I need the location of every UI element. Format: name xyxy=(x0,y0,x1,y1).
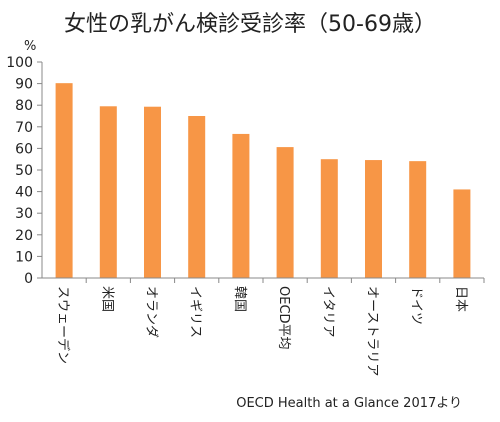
bar xyxy=(188,116,206,278)
x-axis: スウェーデン 米国 オランダ イギリス 韓国 OECD平均 イタリア オーストラリア ドイツ 日本 xyxy=(42,277,485,376)
y-tick-label: 80 xyxy=(15,98,33,114)
x-category-label: オランダ xyxy=(144,286,159,338)
x-category-label: イタリア xyxy=(320,286,335,337)
y-tick-label: 30 xyxy=(15,206,33,222)
bar xyxy=(320,159,338,278)
bar xyxy=(144,106,161,278)
source-note: OECD Health at a Glance 2017より xyxy=(236,396,462,411)
y-tick-label: 70 xyxy=(15,120,33,136)
x-category-label: オーストラリア xyxy=(365,286,380,376)
x-category-label: 米国 xyxy=(99,286,114,312)
bar xyxy=(409,161,427,278)
y-tick-label: 40 xyxy=(15,185,33,201)
x-category-label: ドイツ xyxy=(409,286,424,325)
x-category-label: OECD平均 xyxy=(276,286,291,350)
y-tick-label: 50 xyxy=(15,163,33,179)
bar xyxy=(55,83,73,278)
y-axis-unit-label: % xyxy=(24,39,36,54)
bar xyxy=(232,133,250,278)
y-tick-label: 10 xyxy=(15,249,33,265)
y-tick-label: 60 xyxy=(15,141,33,157)
x-category-label: 日本 xyxy=(453,286,468,312)
bar xyxy=(99,106,117,278)
y-tick-label: 100 xyxy=(6,55,33,71)
bar xyxy=(453,189,471,278)
bar xyxy=(365,160,382,278)
bar xyxy=(276,147,294,278)
x-category-label: スウェーデン xyxy=(55,286,71,364)
y-tick-label: 90 xyxy=(15,77,33,93)
y-tick-label: 20 xyxy=(15,228,33,244)
y-tick-label: 0 xyxy=(24,271,33,287)
x-category-label: イギリス xyxy=(188,286,203,338)
y-axis: % 0 10 20 30 40 50 60 70 80 90 100 xyxy=(6,39,43,287)
x-category-label: 韓国 xyxy=(232,286,247,312)
chart-title: 女性の乳がん検診受診率（50-69歳） xyxy=(64,12,436,37)
bar-series xyxy=(55,83,471,278)
